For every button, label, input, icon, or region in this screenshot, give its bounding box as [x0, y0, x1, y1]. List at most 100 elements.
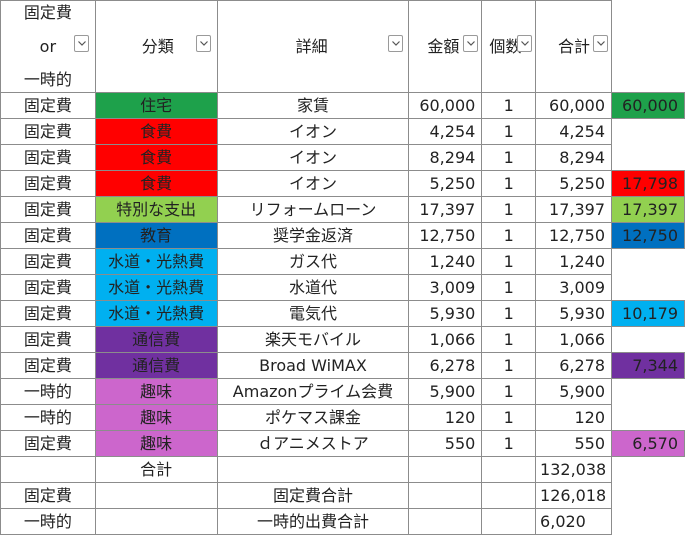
- detail-cell[interactable]: 電気代: [216, 300, 410, 327]
- category-total-cell[interactable]: 7,344: [611, 352, 685, 379]
- amount-cell[interactable]: 3,009: [408, 274, 483, 301]
- subtotal-cell[interactable]: 17,397: [535, 196, 613, 223]
- type-cell[interactable]: 固定費: [0, 274, 96, 301]
- qty-cell[interactable]: 1: [481, 300, 537, 327]
- filter-dropdown-icon[interactable]: [593, 35, 609, 52]
- qty-cell[interactable]: 1: [481, 118, 537, 145]
- category-total-cell[interactable]: 12,750: [611, 222, 685, 249]
- category-cell[interactable]: 通信費: [94, 326, 218, 353]
- amount-cell[interactable]: 1,066: [408, 326, 483, 353]
- category-cell[interactable]: 水道・光熱費: [94, 248, 218, 275]
- header-amount-cell[interactable]: 金額: [408, 0, 483, 93]
- fixed-total-label[interactable]: 固定費合計: [216, 482, 410, 509]
- detail-cell[interactable]: リフォームローン: [216, 196, 410, 223]
- subtotal-cell[interactable]: 120: [535, 404, 613, 431]
- type-cell[interactable]: 固定費: [0, 222, 96, 249]
- type-cell[interactable]: 固定費: [0, 196, 96, 223]
- category-total-cell[interactable]: [612, 119, 685, 145]
- type-cell[interactable]: 固定費: [0, 170, 96, 197]
- amount-cell[interactable]: 60,000: [408, 92, 483, 119]
- type-cell[interactable]: 一時的: [0, 404, 96, 431]
- qty-cell[interactable]: 1: [481, 274, 537, 301]
- category-cell[interactable]: 食費: [94, 170, 218, 197]
- blank-cell[interactable]: [408, 482, 483, 509]
- filter-dropdown-icon[interactable]: [195, 35, 211, 52]
- qty-cell[interactable]: 1: [481, 248, 537, 275]
- detail-cell[interactable]: ｄアニメストア: [216, 430, 410, 457]
- amount-cell[interactable]: 6,278: [408, 352, 483, 379]
- blank-cell[interactable]: [94, 508, 218, 535]
- subtotal-cell[interactable]: 3,009: [535, 274, 613, 301]
- detail-cell[interactable]: Broad WiMAX: [216, 352, 410, 379]
- detail-cell[interactable]: イオン: [216, 170, 410, 197]
- subtotal-cell[interactable]: 8,294: [535, 144, 613, 171]
- amount-cell[interactable]: 120: [408, 404, 483, 431]
- detail-cell[interactable]: ポケマス課金: [216, 404, 410, 431]
- type-cell[interactable]: 固定費: [0, 300, 96, 327]
- header-detail-cell[interactable]: 詳細: [216, 0, 410, 93]
- category-total-cell[interactable]: [612, 405, 685, 431]
- header-qty-cell[interactable]: 個数: [481, 0, 537, 93]
- qty-cell[interactable]: 1: [481, 352, 537, 379]
- qty-cell[interactable]: 1: [481, 404, 537, 431]
- type-cell[interactable]: 固定費: [0, 430, 96, 457]
- amount-cell[interactable]: 550: [408, 430, 483, 457]
- category-total-cell[interactable]: [612, 145, 685, 171]
- detail-cell[interactable]: 水道代: [216, 274, 410, 301]
- category-cell[interactable]: 食費: [94, 144, 218, 171]
- category-cell[interactable]: 趣味: [94, 404, 218, 431]
- qty-cell[interactable]: 1: [481, 326, 537, 353]
- detail-cell[interactable]: 奨学金返済: [216, 222, 410, 249]
- amount-cell[interactable]: 8,294: [408, 144, 483, 171]
- subtotal-cell[interactable]: 60,000: [535, 92, 613, 119]
- category-total-cell[interactable]: 6,570: [611, 430, 685, 457]
- subtotal-cell[interactable]: 5,900: [535, 378, 613, 405]
- detail-cell[interactable]: イオン: [216, 118, 410, 145]
- category-cell[interactable]: 通信費: [94, 352, 218, 379]
- type-cell[interactable]: 一時的: [0, 378, 96, 405]
- amount-cell[interactable]: 5,900: [408, 378, 483, 405]
- detail-cell[interactable]: イオン: [216, 144, 410, 171]
- blank-cell[interactable]: [408, 456, 483, 483]
- filter-dropdown-icon[interactable]: [463, 35, 479, 52]
- qty-cell[interactable]: 1: [481, 170, 537, 197]
- subtotal-cell[interactable]: 6,278: [535, 352, 613, 379]
- grand-total-label[interactable]: 合計: [94, 456, 218, 483]
- category-cell[interactable]: 趣味: [94, 430, 218, 457]
- subtotal-cell[interactable]: 1,240: [535, 248, 613, 275]
- amount-cell[interactable]: 1,240: [408, 248, 483, 275]
- category-total-cell[interactable]: [612, 327, 685, 353]
- detail-cell[interactable]: 家賃: [216, 92, 410, 119]
- blank-cell[interactable]: [408, 508, 483, 535]
- category-total-cell[interactable]: 17,798: [611, 170, 685, 197]
- category-total-cell[interactable]: 60,000: [611, 92, 685, 119]
- category-cell[interactable]: 住宅: [94, 92, 218, 119]
- detail-cell[interactable]: Amazonプライム会費: [216, 378, 410, 405]
- subtotal-cell[interactable]: 1,066: [535, 326, 613, 353]
- amount-cell[interactable]: 5,250: [408, 170, 483, 197]
- amount-cell[interactable]: 5,930: [408, 300, 483, 327]
- blank-cell[interactable]: [94, 482, 218, 509]
- amount-cell[interactable]: 4,254: [408, 118, 483, 145]
- category-total-cell[interactable]: [612, 379, 685, 405]
- header-category-cell[interactable]: 分類: [94, 0, 218, 93]
- type-cell[interactable]: 固定費: [0, 326, 96, 353]
- detail-cell[interactable]: 楽天モバイル: [216, 326, 410, 353]
- qty-cell[interactable]: 1: [481, 196, 537, 223]
- blank-cell[interactable]: [216, 456, 410, 483]
- category-cell[interactable]: 水道・光熱費: [94, 300, 218, 327]
- qty-cell[interactable]: 1: [481, 430, 537, 457]
- subtotal-cell[interactable]: 550: [535, 430, 613, 457]
- qty-cell[interactable]: 1: [481, 92, 537, 119]
- temp-total-label[interactable]: 一時的出費合計: [216, 508, 410, 535]
- category-cell[interactable]: 食費: [94, 118, 218, 145]
- subtotal-cell[interactable]: 12,750: [535, 222, 613, 249]
- subtotal-cell[interactable]: 4,254: [535, 118, 613, 145]
- type-cell[interactable]: 固定費: [0, 248, 96, 275]
- category-cell[interactable]: 特別な支出: [94, 196, 218, 223]
- fixed-type-cell[interactable]: 固定費: [0, 482, 96, 509]
- qty-cell[interactable]: 1: [481, 222, 537, 249]
- category-total-cell[interactable]: [612, 249, 685, 275]
- type-cell[interactable]: 固定費: [0, 352, 96, 379]
- category-cell[interactable]: 教育: [94, 222, 218, 249]
